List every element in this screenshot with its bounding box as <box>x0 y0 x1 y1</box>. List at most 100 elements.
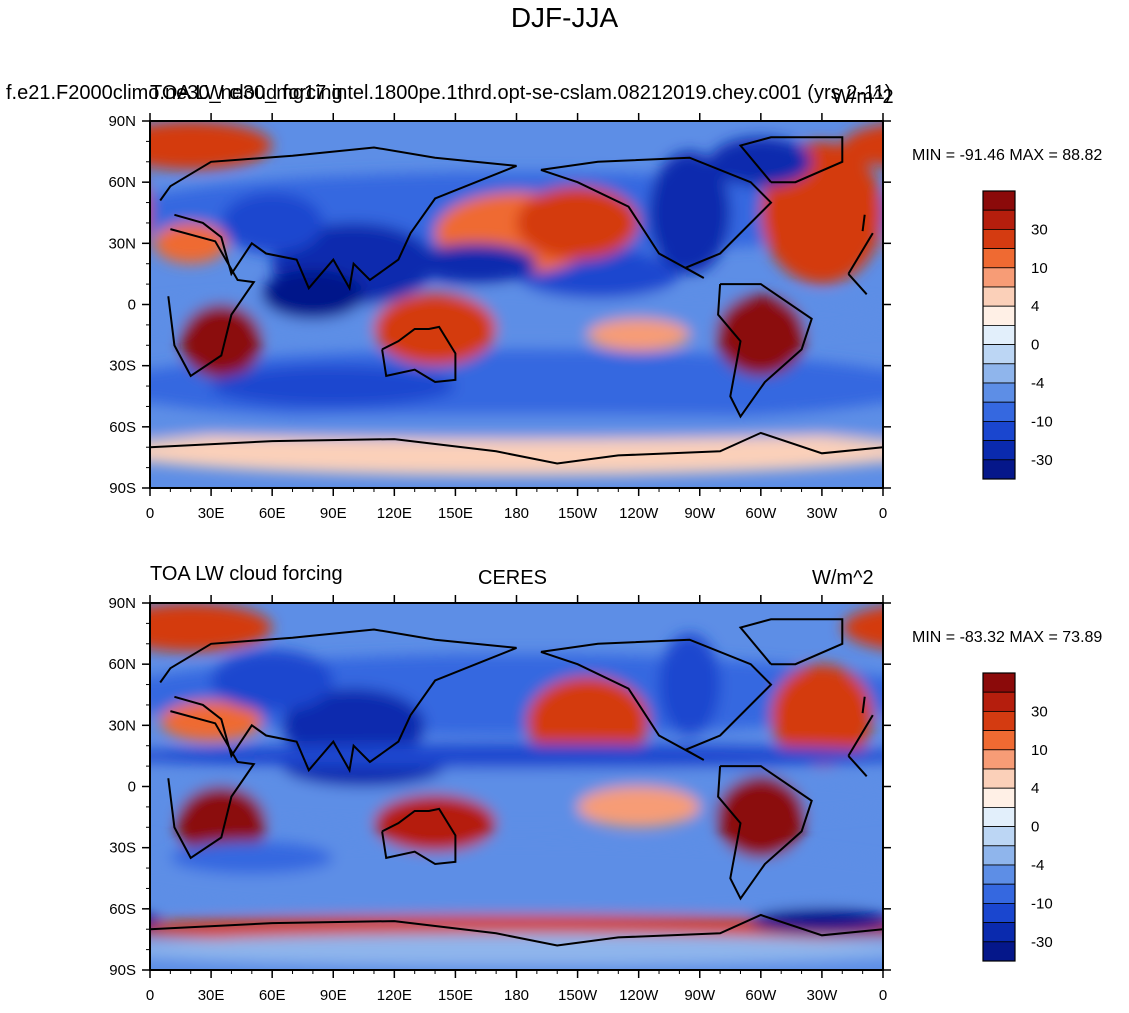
colorbar-swatch <box>982 845 1016 866</box>
panel1-center-label: f.e21.F2000climo.ne30_ne30_mg17.intel.18… <box>6 82 892 104</box>
field-region <box>150 426 883 476</box>
colorbar-swatch <box>982 324 1016 345</box>
y-tick-label: 90N <box>108 113 136 130</box>
coastline <box>381 807 457 866</box>
x-tick-label: 90E <box>320 505 347 522</box>
x-tick-label: 120W <box>619 505 659 522</box>
coastline <box>861 214 866 232</box>
field-region <box>28 141 150 284</box>
colorbar-swatch <box>982 305 1016 326</box>
field-region <box>282 688 425 763</box>
field-region <box>261 269 364 319</box>
x-tick-label: 120E <box>377 987 412 1004</box>
x-tick-label: 180 <box>504 987 529 1004</box>
main-title: DJF-JJA <box>510 2 619 33</box>
field-region <box>150 841 883 915</box>
field-region <box>0 776 73 858</box>
field-region <box>1005 223 1129 305</box>
colorbar-label: 10 <box>1031 742 1048 759</box>
colorbar-label: 0 <box>1031 819 1039 836</box>
colorbar-swatch <box>982 209 1016 230</box>
colorbar-swatch <box>982 420 1016 441</box>
colorbar-swatch <box>982 768 1016 789</box>
field-region <box>150 414 883 440</box>
colorbar-label: -30 <box>1031 934 1053 951</box>
field-region <box>221 192 324 254</box>
field-region <box>38 664 140 766</box>
colorbar-swatch <box>982 903 1016 924</box>
colorbar-swatch <box>982 711 1016 732</box>
colorbar-label: 30 <box>1031 703 1048 720</box>
x-tick-label: 60W <box>745 987 777 1004</box>
field-region <box>771 664 873 767</box>
coastline <box>847 232 874 275</box>
field-region <box>150 862 191 895</box>
field-region <box>373 292 497 366</box>
colorbar-swatch <box>982 459 1016 480</box>
field-region <box>842 421 883 433</box>
colorbar-swatch <box>982 440 1016 461</box>
coastline <box>847 714 874 757</box>
y-tick-label: 90S <box>109 480 136 497</box>
field-region <box>1107 292 1129 365</box>
field-region <box>150 914 161 928</box>
y-tick-label: 90N <box>108 595 136 612</box>
field-region <box>842 440 883 462</box>
x-tick-label: 30W <box>806 987 838 1004</box>
x-tick-label: 30W <box>806 505 838 522</box>
coastline <box>150 431 883 465</box>
x-tick-label: 0 <box>879 505 887 522</box>
coastline <box>167 710 256 860</box>
coastline <box>381 325 457 384</box>
colorbar-swatch <box>982 267 1016 288</box>
x-tick-label: 90E <box>320 987 347 1004</box>
colorbar-label: -4 <box>1031 375 1044 392</box>
colorbar-label: 30 <box>1031 221 1048 238</box>
field-region <box>842 862 883 895</box>
coastline <box>540 156 773 279</box>
field-region <box>587 318 690 352</box>
y-tick-label: 90S <box>109 962 136 979</box>
field-region <box>577 786 700 828</box>
field-region <box>648 151 731 274</box>
field-region <box>709 137 812 187</box>
colorbar-swatch <box>982 749 1016 770</box>
field-region <box>414 243 537 285</box>
colorbar-label: -10 <box>1031 413 1053 430</box>
colorbar-swatch <box>982 401 1016 422</box>
field-region <box>170 841 334 875</box>
colorbar-swatch <box>982 883 1016 904</box>
field-region <box>150 743 883 769</box>
colorbar-swatch <box>982 730 1016 751</box>
colorbar-swatch <box>982 672 1016 693</box>
field-region <box>659 633 721 736</box>
field-region <box>180 304 262 378</box>
x-tick-label: 150E <box>438 505 473 522</box>
field-region <box>0 294 73 376</box>
x-tick-label: 30E <box>198 987 225 1004</box>
field-region <box>150 121 273 170</box>
field-region <box>150 677 191 713</box>
colorbar-swatch <box>982 228 1016 249</box>
field-region <box>150 421 191 433</box>
coastline <box>847 755 868 777</box>
field-region <box>150 750 191 762</box>
colorbar-label: 0 <box>1031 337 1039 354</box>
field-region <box>893 701 995 742</box>
field-region <box>842 370 883 403</box>
coastline <box>540 638 773 761</box>
colorbar-swatch <box>982 922 1016 943</box>
y-tick-label: 30N <box>108 235 136 252</box>
field-region <box>842 304 883 326</box>
x-tick-label: 90W <box>684 505 716 522</box>
panel1-map: 0 30E 60E 90E 120E 150E 180 150W 120W 90W 60W 30W 09… <box>0 113 1129 522</box>
coastline <box>159 146 517 292</box>
x-tick-label: 0 <box>146 505 154 522</box>
y-tick-label: 30S <box>109 840 136 857</box>
field-region <box>150 195 191 231</box>
colorbar-label: 4 <box>1031 780 1039 797</box>
colorbar-label: -30 <box>1031 452 1053 469</box>
field-region <box>373 794 497 852</box>
field-region <box>150 370 191 403</box>
